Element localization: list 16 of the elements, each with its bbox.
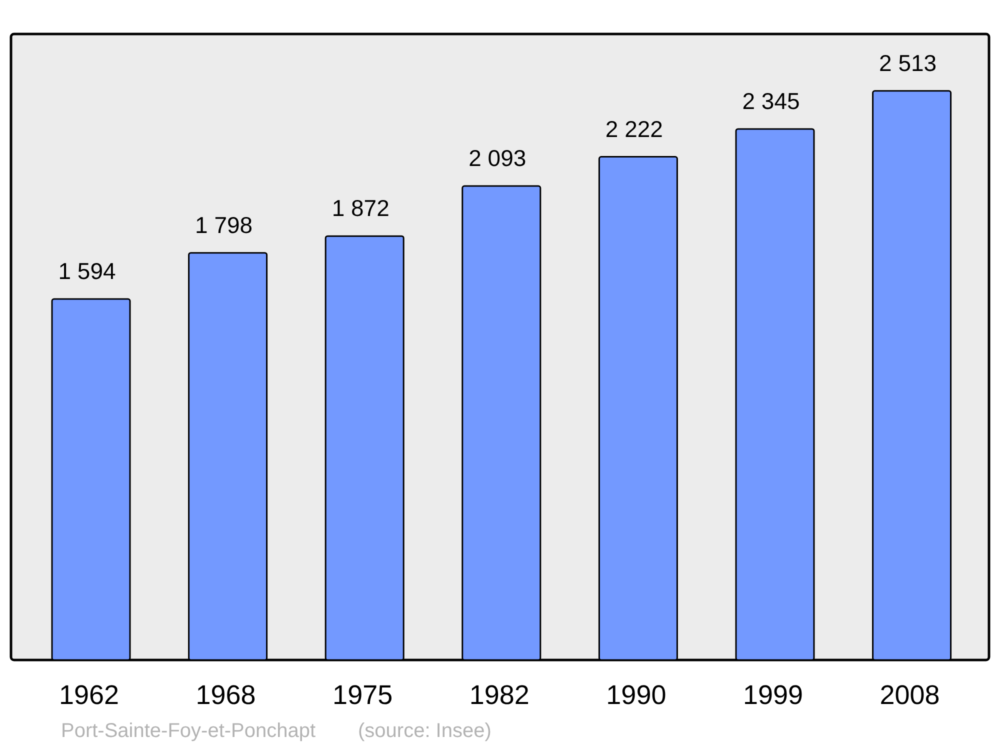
x-tick-label: 1982 <box>469 680 530 710</box>
x-tick-label: 2008 <box>880 680 940 710</box>
data-label: 1 594 <box>58 258 116 284</box>
x-tick-label: 1962 <box>58 680 120 710</box>
x-tick-label: 1990 <box>606 680 666 710</box>
data-label: 2 222 <box>605 116 663 142</box>
text: (source: Insee) <box>358 720 492 742</box>
x-tick-label: 1968 <box>196 680 256 710</box>
text: Port-Sainte-Foy-et-Ponchapt <box>61 720 316 742</box>
data-label: 1 872 <box>332 195 390 222</box>
x-tick-label: 1975 <box>332 680 393 710</box>
data-label: 1 798 <box>195 212 253 238</box>
data-label: 2 093 <box>468 145 526 172</box>
x-tick-label: 1999 <box>742 680 804 710</box>
data-label: 2 345 <box>742 88 800 114</box>
data-label: 2 513 <box>879 50 937 76</box>
